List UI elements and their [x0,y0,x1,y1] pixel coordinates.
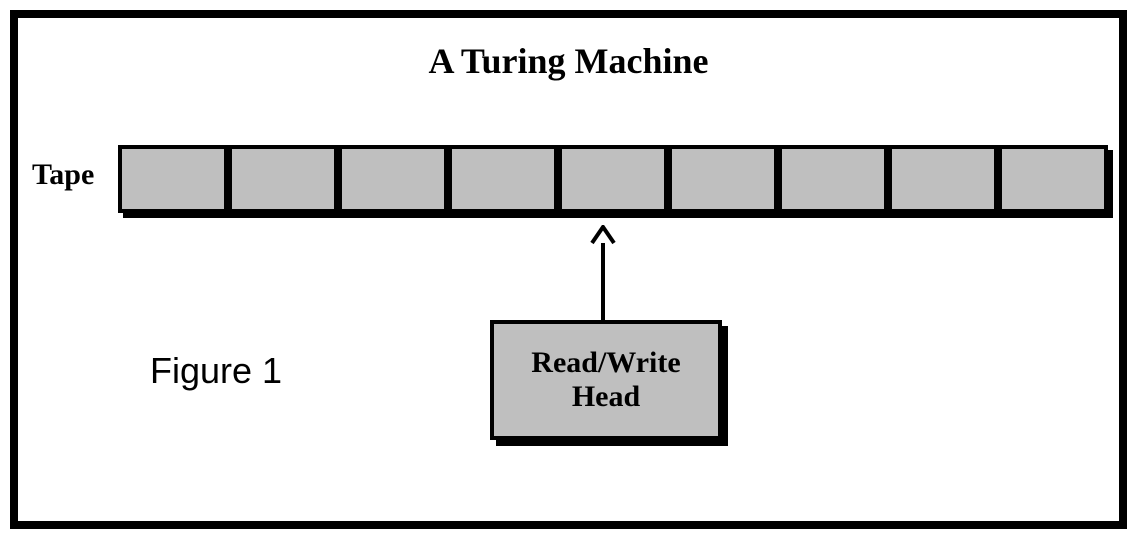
tape-cell-face [228,145,338,213]
tape-cell [888,145,998,213]
tape-cell-face [778,145,888,213]
tape-cell [778,145,888,213]
tape-cell [668,145,778,213]
outer-frame [10,10,1127,529]
tape-cell-face [668,145,778,213]
tape-cell-face [998,145,1108,213]
tape-cell-face [118,145,228,213]
tape-cell-face [448,145,558,213]
diagram-container: A Turing Machine Tape Read/Write Head Fi… [0,0,1137,539]
tape-cell [998,145,1108,213]
head-line1: Read/Write [531,346,680,381]
tape-row [118,145,1108,213]
tape-cell [448,145,558,213]
tape-cell [228,145,338,213]
tape-cell [118,145,228,213]
diagram-title: A Turing Machine [0,40,1137,82]
head-arrow-icon [588,225,618,328]
tape-cell [338,145,448,213]
tape-label: Tape [32,158,94,192]
read-write-head-box: Read/Write Head [490,320,722,440]
tape-cell-face [888,145,998,213]
head-line2: Head [572,380,640,415]
tape-cell [558,145,668,213]
tape-cell-face [558,145,668,213]
figure-label: Figure 1 [150,350,282,392]
head-box-wrap: Read/Write Head [490,320,722,440]
tape-cell-face [338,145,448,213]
